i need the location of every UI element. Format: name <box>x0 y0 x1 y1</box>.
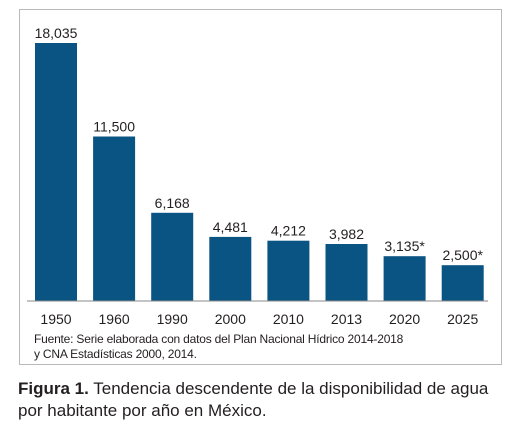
tick-labels-layer: 1950 1960 1990 2000 2010 2013 2020 2025 <box>40 311 478 327</box>
value-label-2025: 2,500* <box>442 247 483 263</box>
x-tick-label-2025: 2025 <box>447 311 478 327</box>
value-label-2010: 4,212 <box>271 223 306 239</box>
x-tick-label-1960: 1960 <box>99 311 130 327</box>
x-tick-label-1990: 1990 <box>157 311 188 327</box>
caption-label: Figura 1. <box>18 379 89 398</box>
caption-text: Tendencia descendente de la disponibilid… <box>18 379 489 420</box>
x-tick-label-2000: 2000 <box>215 311 246 327</box>
value-label-2013: 3,982 <box>329 226 364 242</box>
value-label-1950: 18,035 <box>35 25 78 41</box>
bars-layer <box>35 43 484 301</box>
source-note: Fuente: Serie elaborada con datos del Pl… <box>34 332 474 362</box>
source-line-2: y CNA Estadísticas 2000, 2014. <box>34 347 197 361</box>
x-tick-label-1950: 1950 <box>40 311 71 327</box>
figure-caption: Figura 1. Tendencia descendente de la di… <box>18 378 498 422</box>
value-label-1990: 6,168 <box>155 195 190 211</box>
bar-1960 <box>93 136 136 301</box>
x-tick-label-2020: 2020 <box>389 311 420 327</box>
bar-2013 <box>325 244 368 301</box>
bar-1950 <box>35 43 77 301</box>
bar-2020 <box>383 256 426 301</box>
bar-1990 <box>151 212 194 301</box>
x-tick-label-2013: 2013 <box>331 311 362 327</box>
value-label-2020: 3,135* <box>384 238 425 254</box>
value-labels-layer: 18,035 11,500 6,168 4,481 4,212 3,982 3,135* 2,… <box>35 25 484 263</box>
value-label-2000: 4,481 <box>213 219 248 235</box>
value-label-1960: 11,500 <box>93 119 135 135</box>
bar-2025 <box>441 265 484 301</box>
x-tick-label-2010: 2010 <box>273 311 304 327</box>
bar-2000 <box>209 236 252 301</box>
source-line-1: Fuente: Serie elaborada con datos del Pl… <box>34 332 404 346</box>
bar-2010 <box>267 240 310 301</box>
